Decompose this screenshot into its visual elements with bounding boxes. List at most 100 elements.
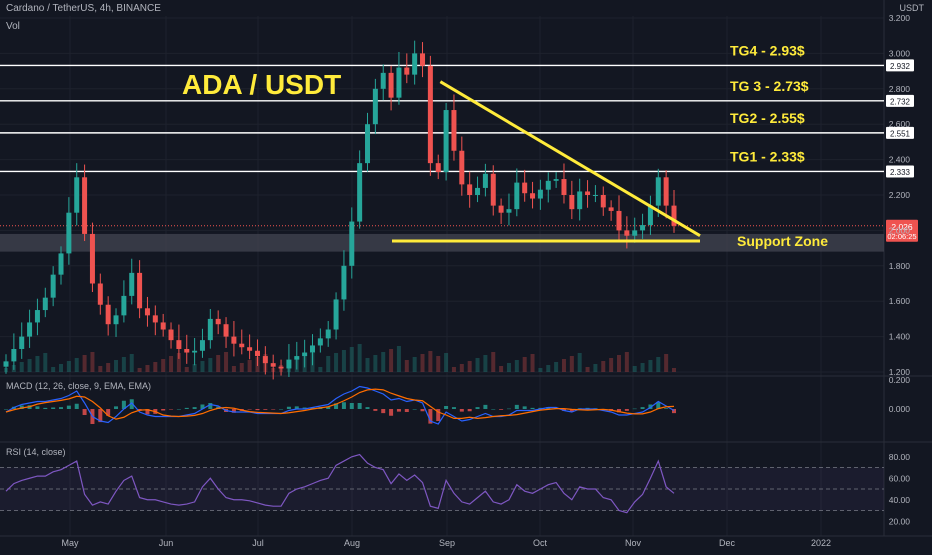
macd-histogram-bar [145, 409, 150, 415]
candle-body [561, 179, 567, 195]
macd-pane-title[interactable]: MACD (12, 26, close, 9, EMA, EMA) [6, 381, 152, 391]
candle-body [412, 53, 418, 75]
macd-histogram-bar [98, 409, 103, 423]
candle-body [459, 150, 465, 185]
candle-body [239, 343, 245, 348]
volume-bar [176, 353, 181, 372]
rsi-axis-tick: 60.00 [889, 473, 911, 483]
volume-bar [114, 360, 119, 372]
macd-histogram-bar [616, 409, 621, 413]
candle-body [365, 124, 371, 164]
volume-bar [35, 356, 40, 372]
macd-histogram-bar [279, 409, 284, 410]
support-zone-band [0, 233, 884, 252]
volume-bar [318, 367, 323, 372]
volume-bar [349, 347, 354, 372]
time-axis-tick: Oct [533, 538, 548, 548]
price-axis-tick: 1.600 [889, 296, 911, 306]
candle-body [506, 209, 512, 213]
candle-body [302, 352, 308, 357]
candle-body [317, 338, 323, 346]
candle-body [640, 225, 646, 231]
volume-bar [499, 366, 504, 372]
macd-histogram-bar [491, 409, 496, 410]
volume-bar [451, 367, 456, 372]
volume-bar [664, 354, 669, 372]
macd-histogram-bar [506, 408, 511, 410]
target-label: TG2 - 2.55$ [730, 110, 805, 126]
volume-bar [616, 355, 621, 372]
macd-histogram-bar [640, 407, 645, 409]
macd-histogram-bar [569, 409, 574, 412]
rsi-axis-tick: 40.00 [889, 495, 911, 505]
volume-bar [640, 363, 645, 372]
volume-bar [357, 344, 362, 372]
candle-body [176, 340, 182, 349]
macd-histogram-bar [19, 405, 24, 409]
candle-body [192, 350, 198, 353]
volume-bar [632, 366, 637, 372]
macd-signal-line [5, 388, 675, 420]
price-axis-tick: 2.200 [889, 190, 911, 200]
price-axis-tick: 2.400 [889, 155, 911, 165]
candle-body [129, 272, 135, 296]
candle-body [632, 230, 638, 236]
target-price-tag [886, 94, 914, 107]
price-axis-tick: 2.600 [889, 119, 911, 129]
volume-bar [561, 359, 566, 372]
volume-bar [396, 346, 401, 372]
candle-body [58, 253, 64, 275]
volume-bar [145, 365, 150, 372]
candle-body [152, 315, 158, 323]
macd-histogram-bar [389, 409, 394, 416]
time-axis-tick: Sep [439, 538, 455, 548]
macd-histogram-bar [483, 404, 488, 409]
price-axis-tick: 3.200 [889, 13, 911, 23]
macd-histogram-bar [66, 405, 71, 409]
candle-body [435, 163, 441, 172]
price-axis-tick: 1.800 [889, 261, 911, 271]
pair-label: ADA / USDT [182, 69, 341, 100]
macd-line [5, 385, 675, 425]
macd-histogram-bar [169, 409, 174, 410]
candle-body [207, 318, 213, 341]
candle-body [467, 184, 473, 195]
candle-body [530, 193, 536, 199]
volume-bar [428, 351, 433, 372]
candle-body [262, 356, 268, 364]
volume-bar [90, 352, 95, 372]
macd-histogram-bar [184, 407, 189, 409]
volume-bar [491, 352, 496, 372]
macd-histogram-bar [161, 409, 166, 411]
price-axis-tick: 2.800 [889, 84, 911, 94]
macd-histogram-bar [475, 407, 480, 409]
rsi-pane-title[interactable]: RSI (14, close) [6, 447, 66, 457]
support-zone-label: Support Zone [737, 233, 828, 249]
volume-bar [326, 356, 331, 372]
candle-body [309, 345, 315, 353]
volume-bar [74, 358, 79, 372]
current-price-value: 2.026 [891, 222, 913, 232]
volume-bar [412, 357, 417, 372]
volume-bar [672, 368, 676, 372]
macd-histogram-bar [121, 400, 126, 409]
volume-bar [624, 352, 629, 372]
candle-body [144, 308, 150, 316]
macd-histogram-bar [365, 407, 370, 409]
volume-indicator-label[interactable]: Vol [6, 21, 20, 32]
macd-histogram-bar [341, 402, 346, 409]
candle-body [97, 283, 103, 305]
candle-body [655, 177, 661, 206]
macd-histogram-bar [451, 407, 456, 409]
chart-title[interactable]: Cardano / TetherUS, 4h, BINANCE [6, 3, 161, 14]
volume-bar [530, 354, 535, 372]
volume-bar [593, 364, 598, 372]
macd-histogram-bar [51, 407, 56, 409]
volume-bar [216, 355, 221, 372]
macd-histogram-bar [672, 409, 676, 414]
volume-bar [106, 363, 111, 372]
macd-histogram-bar [176, 409, 181, 410]
candle-body [592, 195, 598, 196]
